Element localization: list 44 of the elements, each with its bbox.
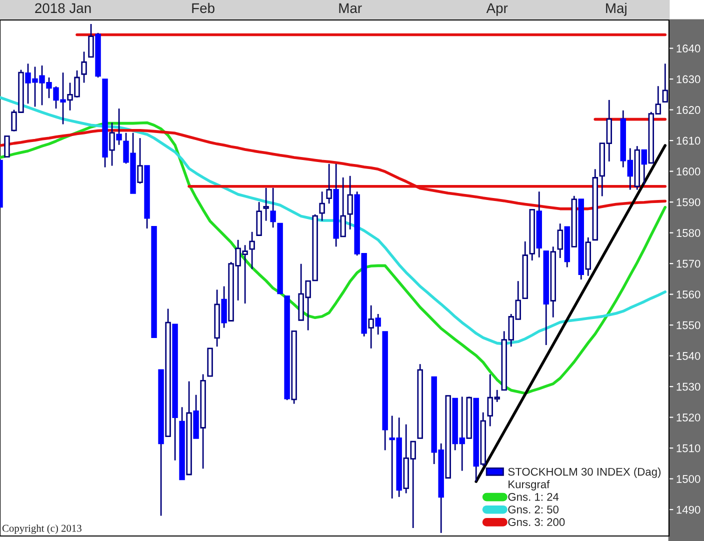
x-tick-label: Feb (192, 2, 214, 14)
candlestick (326, 163, 332, 204)
candlestick (81, 50, 87, 84)
x-tick-label: Apr (486, 3, 508, 16)
legend-label: Gns. 2: 50 (508, 506, 559, 514)
line-series (0, 129, 667, 210)
candlestick (319, 190, 325, 222)
y-tick-label: 1550 (676, 321, 700, 330)
candlestick (4, 136, 10, 158)
y-tick-label: 1600 (676, 168, 700, 176)
candlestick (263, 187, 269, 222)
line-series (0, 121, 667, 395)
y-tick-label: 1590 (676, 198, 700, 206)
legend-label: Gns. 3: 200 (508, 518, 565, 526)
x-tick-label: Maj (606, 2, 626, 16)
y-tick-label: 1520 (676, 414, 700, 422)
y-tick-label: 1640 (676, 44, 700, 52)
x-tick-label: Mar (339, 3, 362, 14)
y-tick-label: 1570 (676, 260, 700, 268)
y-tick-label: 1490 (676, 506, 700, 514)
x-tick-label: 2018 Jan (35, 3, 91, 14)
candlestick (270, 187, 276, 228)
legend-label: Gns. 1: 24 (508, 493, 559, 501)
candlestick (557, 222, 563, 259)
candlestick (368, 304, 374, 350)
candlestick (340, 176, 346, 238)
candlestick (137, 137, 143, 184)
y-tick-label: 1620 (676, 106, 700, 114)
candlestick (347, 175, 353, 230)
y-tick-label: 1630 (676, 75, 700, 84)
y-tick-label: 1510 (676, 444, 700, 452)
legend-title: Kursgraf (508, 480, 550, 490)
y-tick-label: 1500 (676, 475, 700, 483)
candlestick (256, 201, 262, 236)
legend-label: STOCKHOLM 30 INDEX (Dag) (508, 468, 661, 478)
candlestick (249, 231, 255, 270)
candlestick (88, 23, 94, 58)
y-tick-label: 1540 (676, 352, 700, 360)
y-tick-label: 1530 (676, 382, 700, 391)
y-tick-label: 1580 (676, 229, 700, 237)
candlestick (109, 122, 115, 166)
y-tick-label: 1560 (676, 290, 700, 298)
annotation: Copyright (c) 2013 (2, 524, 82, 534)
y-tick-label: 1610 (676, 136, 700, 145)
